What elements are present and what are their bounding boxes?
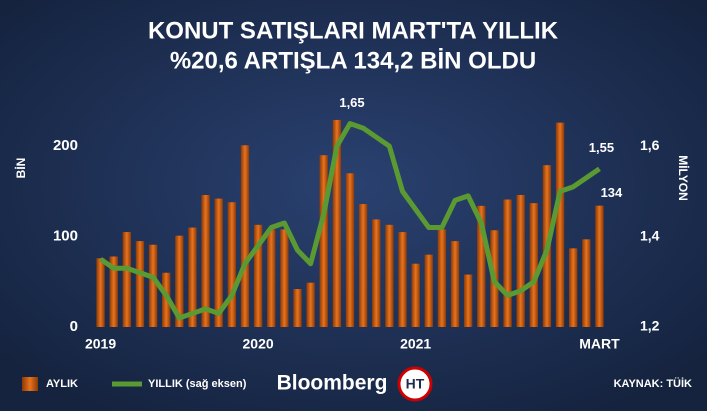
bar <box>122 232 132 327</box>
brand: Bloomberg <box>277 372 388 395</box>
value-label: 1,55 <box>589 140 614 155</box>
chart-title: KONUT SATIŞLARI MART'TA YILLIK <box>148 17 559 44</box>
legend-label: AYLIK <box>46 378 78 390</box>
bar <box>319 155 328 327</box>
bar <box>240 145 250 327</box>
bar <box>293 289 302 327</box>
bar <box>175 235 184 327</box>
y-tick-label: 100 <box>53 228 78 245</box>
x-tick-label: 2021 <box>400 336 431 352</box>
bar <box>450 241 460 327</box>
bar <box>214 198 223 327</box>
bar <box>135 241 145 327</box>
y-tick-label: 200 <box>53 137 78 154</box>
bar <box>253 224 263 327</box>
source: KAYNAK: TÜİK <box>614 377 692 390</box>
bar <box>398 232 407 327</box>
x-tick-label: 2019 <box>85 336 116 352</box>
value-label: 134 <box>601 185 623 200</box>
bar <box>385 224 394 327</box>
line <box>99 121 601 321</box>
legend-swatch <box>22 377 38 391</box>
bar <box>437 229 447 327</box>
bar <box>267 229 276 327</box>
x-tick-label: 2020 <box>243 336 274 352</box>
bar <box>201 194 210 327</box>
y2-tick-label: 1,2 <box>640 318 660 334</box>
logo: HT <box>406 376 425 392</box>
bar <box>463 274 473 327</box>
bar <box>424 254 433 327</box>
bar <box>477 205 486 327</box>
logo-badge <box>397 366 433 402</box>
value-label: 1,65 <box>339 95 364 110</box>
y2-tick-label: 1,6 <box>640 137 660 153</box>
bar <box>582 239 591 327</box>
y2-tick-label: 1,4 <box>640 227 660 243</box>
y-axis-title: BİN <box>13 158 28 179</box>
bar <box>529 203 538 327</box>
bar <box>109 256 118 327</box>
x-tick-label: MART <box>579 336 620 352</box>
bar <box>568 248 578 327</box>
bar <box>332 119 342 327</box>
bar <box>227 202 237 327</box>
bar <box>411 263 420 327</box>
bar <box>188 227 197 327</box>
bar <box>148 244 158 327</box>
bar <box>555 122 565 328</box>
bar <box>595 205 604 327</box>
bar <box>306 282 315 327</box>
y-tick-label: 0 <box>70 318 78 335</box>
chart-title: %20,6 ARTIŞLA 134,2 BİN OLDU <box>170 47 536 74</box>
bar <box>503 199 512 327</box>
bar <box>345 173 355 327</box>
legend-label: YILLIK (sağ eksen) <box>148 378 247 390</box>
bar <box>96 258 105 327</box>
y2-axis-title: MİLYON <box>676 155 691 201</box>
bar <box>516 194 525 327</box>
bar <box>358 204 368 327</box>
bar <box>280 229 289 327</box>
bar <box>372 219 381 327</box>
